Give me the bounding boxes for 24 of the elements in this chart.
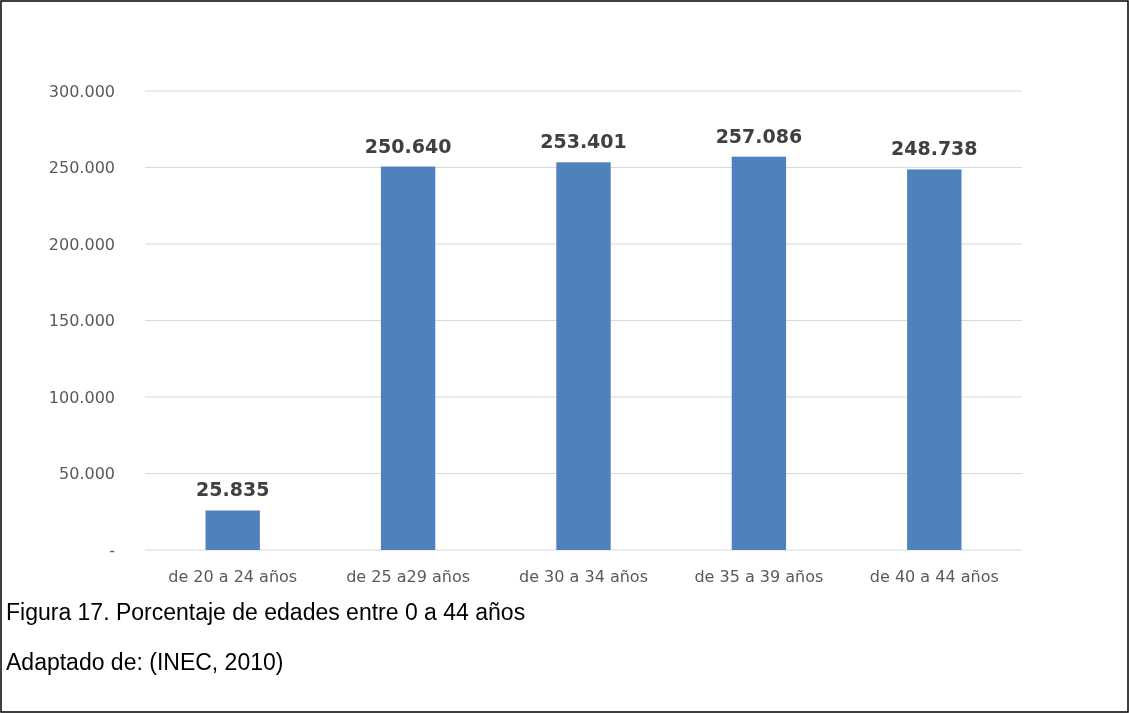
data-label: 257.086 <box>715 124 803 147</box>
y-tick-label: 250.000 <box>48 158 115 178</box>
y-tick-label: 150.000 <box>48 311 115 331</box>
bar <box>205 510 260 550</box>
y-tick-label: 100.000 <box>48 387 115 407</box>
data-label: 250.640 <box>364 134 452 157</box>
x-tick-label: de 35 a 39 años <box>694 567 824 586</box>
y-tick-label: 200.000 <box>48 234 115 254</box>
data-label: 248.738 <box>891 137 978 160</box>
y-tick-label: 50.000 <box>59 464 115 484</box>
bar <box>731 156 787 550</box>
y-tick-label: 300.000 <box>48 81 115 101</box>
data-label: 25.835 <box>196 478 270 501</box>
data-label: 253.401 <box>540 130 627 153</box>
text: Adaptado de: (INEC, 2010) <box>6 649 284 675</box>
bar <box>556 162 611 550</box>
bar <box>380 166 436 550</box>
text: Figura 17. Porcentaje de edades entre 0 a 44 años <box>6 599 526 625</box>
x-tick-label: de 25 a29 años <box>346 567 471 586</box>
y-tick-label: - <box>109 540 115 560</box>
x-tick-label: de 40 a 44 años <box>869 567 999 586</box>
x-tick-label: de 20 a 24 años <box>168 567 298 586</box>
x-tick-label: de 30 a 34 años <box>519 567 648 586</box>
bar <box>907 169 962 550</box>
